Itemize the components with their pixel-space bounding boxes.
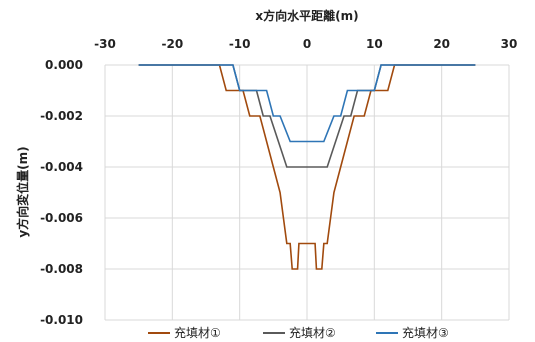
x-axis-title: x方向水平距離(m) — [255, 8, 358, 23]
y-tick-label: -0.008 — [40, 262, 83, 276]
x-tick-label: 20 — [433, 37, 450, 51]
x-tick-label: -10 — [229, 37, 251, 51]
legend-item-1: 充填材① — [148, 325, 221, 340]
x-tick-labels: -30 -20 -10 0 10 20 30 — [94, 37, 517, 51]
series-line-3 — [138, 64, 476, 143]
legend-item-2: 充填材② — [263, 325, 336, 340]
grid — [104, 64, 510, 321]
x-tick-label: 0 — [303, 37, 311, 51]
y-tick-label: -0.010 — [40, 313, 83, 327]
y-tick-label: -0.004 — [40, 160, 83, 174]
y-tick-label: -0.006 — [40, 211, 83, 225]
x-tick-label: 10 — [366, 37, 383, 51]
series-lines — [138, 64, 476, 270]
x-tick-label: 30 — [501, 37, 518, 51]
legend: 充填材① 充填材② 充填材③ — [148, 325, 449, 340]
y-tick-label: -0.002 — [40, 109, 83, 123]
y-axis-title: y方向変位量(m) — [15, 146, 30, 237]
legend-label: 充填材① — [174, 325, 221, 340]
legend-label: 充填材③ — [402, 325, 449, 340]
legend-item-3: 充填材③ — [376, 325, 449, 340]
series-line-1 — [138, 64, 476, 270]
x-tick-label: -30 — [94, 37, 116, 51]
x-tick-label: -20 — [161, 37, 183, 51]
y-tick-labels: 0.000 -0.002 -0.004 -0.006 -0.008 -0.010 — [40, 58, 83, 327]
legend-label: 充填材② — [289, 325, 336, 340]
y-tick-label: 0.000 — [45, 58, 83, 72]
